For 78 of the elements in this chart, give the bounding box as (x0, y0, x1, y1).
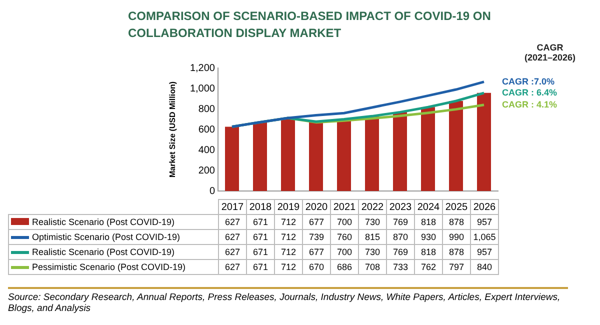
data-label: 990 (442, 230, 470, 244)
data-label: 712 (274, 230, 302, 244)
data-label: 708 (358, 260, 386, 274)
data-label: 769 (386, 244, 414, 260)
y-tick-label: 0 (209, 186, 216, 197)
data-label: 878 (442, 244, 470, 260)
data-label: 957 (470, 244, 498, 260)
data-label: 627 (218, 260, 246, 274)
x-tick-label: 2022 (358, 200, 386, 214)
data-label: 712 (274, 214, 302, 230)
data-label: 686 (330, 260, 358, 274)
data-label: 1,065 (470, 230, 498, 244)
chart-title: COMPARISON OF SCENARIO-BASED IMPACT OF COVID-19 ON COLLABORATION DISPLAY MARKET (128, 8, 492, 42)
data-label: 677 (302, 244, 330, 260)
data-label: 700 (330, 214, 358, 230)
data-label: 760 (330, 230, 358, 244)
x-tick-label: 2021 (330, 200, 358, 214)
annotation: CAGR : 4.1% (502, 99, 558, 110)
x-tick-label: 2018 (246, 200, 274, 214)
bar (309, 122, 323, 191)
x-tick-label: 2025 (442, 200, 470, 214)
data-label: 700 (330, 244, 358, 260)
data-label: 671 (246, 244, 274, 260)
legend-label: Pessimistic Scenario (Post COVID-19) (8, 260, 218, 274)
data-label: 762 (414, 260, 442, 274)
annotation: CAGR : 6.4% (502, 87, 558, 98)
y-tick-label: 800 (198, 104, 216, 115)
bar (281, 118, 295, 191)
bar (393, 112, 407, 191)
data-label: 818 (414, 214, 442, 230)
data-label: 733 (386, 260, 414, 274)
bar (449, 101, 463, 191)
y-axis-title: Market Size (USD Million) (168, 81, 178, 178)
data-label: 797 (442, 260, 470, 274)
x-tick-label: 2023 (386, 200, 414, 214)
data-label: 671 (246, 260, 274, 274)
data-label: 870 (386, 230, 414, 244)
data-label: 818 (414, 244, 442, 260)
bar (253, 122, 267, 191)
y-tick-label: 400 (198, 144, 216, 156)
data-label: 671 (246, 214, 274, 230)
legend-label: Realistic Scenario (Post COVID-19) (8, 214, 218, 230)
y-tick-label: 600 (198, 124, 216, 136)
data-label: 627 (218, 244, 246, 260)
data-label: 627 (218, 214, 246, 230)
x-tick-label: 2024 (414, 200, 442, 214)
data-label: 930 (414, 230, 442, 244)
data-label: 769 (386, 214, 414, 230)
bar (337, 119, 351, 191)
x-tick-label: 2026 (470, 200, 498, 214)
data-label: 670 (302, 260, 330, 274)
data-label: 730 (358, 244, 386, 260)
annotation: CAGR :7.0% (502, 76, 555, 86)
text: CAGR (2021–2026) (524, 42, 576, 62)
data-label: 957 (470, 214, 498, 230)
data-label: 840 (470, 260, 498, 274)
x-tick-label: 2020 (302, 200, 330, 214)
data-label: 677 (302, 214, 330, 230)
data-label: 878 (442, 214, 470, 230)
data-label: 730 (358, 214, 386, 230)
data-label: 815 (358, 230, 386, 244)
x-tick-label: 2017 (218, 200, 246, 214)
legend-label: Optimistic Scenario (Post COVID-19) (8, 230, 218, 244)
data-label: 712 (274, 244, 302, 260)
data-label: 627 (218, 230, 246, 244)
data-label: 739 (302, 230, 330, 244)
y-tick-label: 1,000 (190, 83, 216, 94)
legend-label: Realistic Scenario (Post COVID-19) (8, 244, 218, 260)
source-note: Source: Secondary Research, Annual Reports, Press Releases, Journals, Industry News, White Papers, Articles, Expert Interviews, Blogs, and Analysis (8, 287, 568, 314)
y-tick-label: 1,200 (190, 62, 216, 74)
bar (477, 92, 491, 191)
y-tick-label: 200 (198, 165, 216, 176)
bar (365, 116, 379, 191)
data-label: 671 (246, 230, 274, 244)
data-label: 712 (274, 260, 302, 274)
x-tick-label: 2019 (274, 200, 302, 214)
bar (421, 107, 435, 191)
bar (225, 126, 239, 191)
